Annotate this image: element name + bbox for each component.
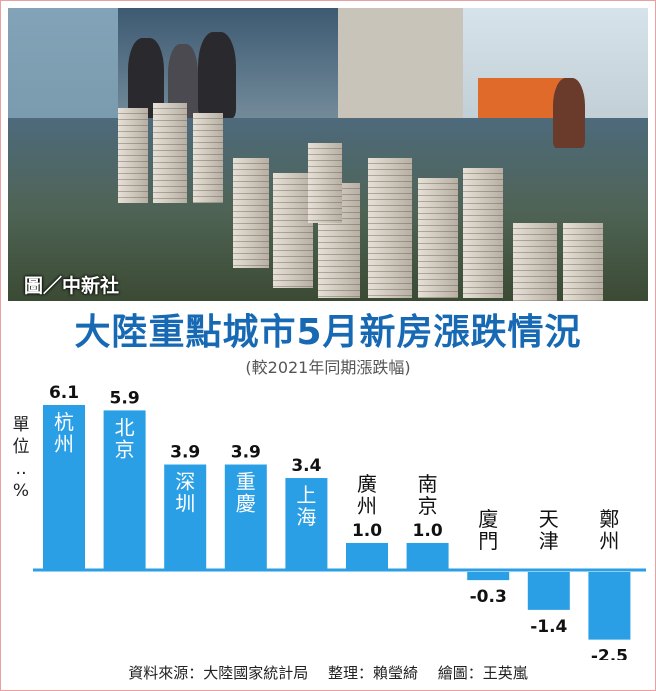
value-label: 3.9 xyxy=(231,443,261,463)
photo-building xyxy=(118,108,148,203)
chart-subtitle: (較2021年同期漲跌幅) xyxy=(245,358,411,377)
bar-chart: 6.1 杭州 5.9 北京 3.9 深圳 3.9 重慶 3.4 上海 1.0 廣州 1.0 南京 -0.3 廈… xyxy=(33,383,646,660)
photo-building xyxy=(563,223,603,301)
value-label: 5.9 xyxy=(110,388,140,408)
photo-building xyxy=(153,103,187,203)
photo-building xyxy=(463,168,503,298)
category-label: 天津 xyxy=(539,507,559,553)
category-label: 上海 xyxy=(296,483,316,529)
bar-深圳 xyxy=(164,464,207,570)
category-label: 深圳 xyxy=(175,470,195,516)
real-estate-model-photo: 圖／中新社 xyxy=(8,8,648,301)
photo-child xyxy=(553,78,585,148)
photo-person xyxy=(198,32,236,118)
bar-廈門 xyxy=(467,572,510,581)
photo-building xyxy=(233,158,269,268)
photo-building xyxy=(273,173,313,288)
category-label: 北京 xyxy=(115,415,135,461)
chart-title: 大陸重點城市5月新房漲跌情況 xyxy=(74,312,582,353)
category-label: 杭州 xyxy=(54,410,74,456)
value-label: 6.1 xyxy=(49,383,79,403)
value-label: 3.9 xyxy=(170,443,200,463)
source-note: 資料來源：大陸國家統計局 整理：賴瑩綺 繪圖：王英嵐 xyxy=(128,664,528,682)
bar-上海 xyxy=(285,478,328,570)
value-label: 3.4 xyxy=(291,456,321,476)
bar-天津 xyxy=(527,572,570,610)
y-axis-unit: 單位 ‥% xyxy=(12,415,30,501)
category-label: 南京 xyxy=(418,472,438,518)
bar-鄭州 xyxy=(588,572,631,640)
photo-building xyxy=(368,158,412,298)
category-label: 鄭州 xyxy=(599,507,619,553)
photo-building xyxy=(193,113,223,203)
bar-重慶 xyxy=(224,464,267,570)
category-label: 重慶 xyxy=(236,470,256,516)
value-label: 1.0 xyxy=(352,521,382,541)
photo-building xyxy=(513,223,557,301)
bar-南京 xyxy=(406,542,449,570)
value-label: -2.5 xyxy=(591,647,628,660)
value-label: -1.4 xyxy=(530,617,567,637)
photo-building xyxy=(418,178,458,298)
bar-北京 xyxy=(103,410,146,570)
value-label: -0.3 xyxy=(470,587,507,607)
value-label: 1.0 xyxy=(413,521,443,541)
photo-caption: 圖／中新社 xyxy=(24,275,120,297)
bar-廣州 xyxy=(346,542,388,570)
category-label: 廣州 xyxy=(357,472,377,518)
category-label: 廈門 xyxy=(478,507,498,553)
bar-杭州 xyxy=(43,405,85,570)
photo-building xyxy=(308,143,342,223)
